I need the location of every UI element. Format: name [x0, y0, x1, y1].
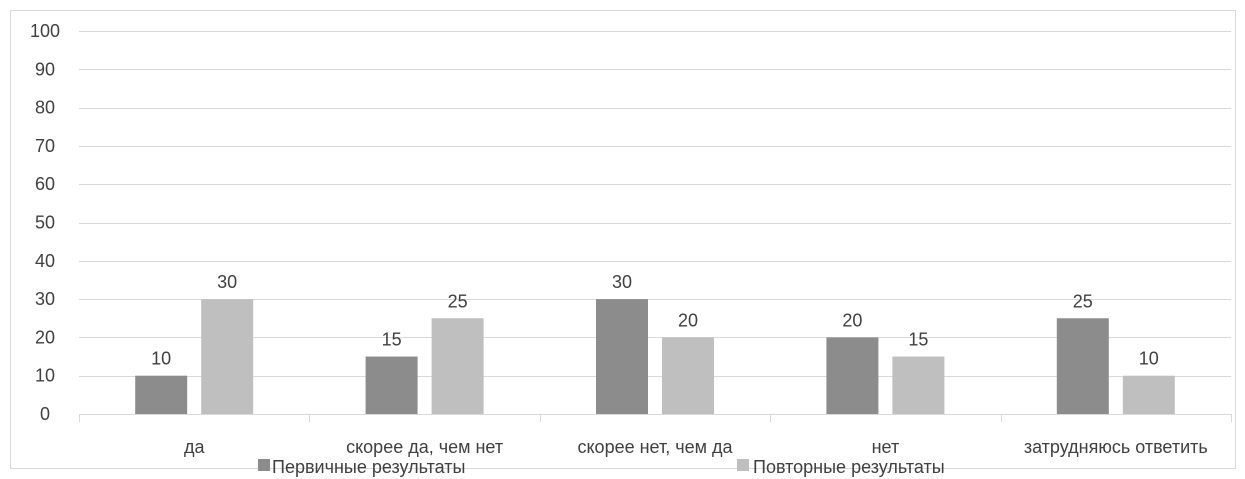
y-tick-label: 30 — [35, 289, 55, 309]
bar-primary — [365, 356, 418, 414]
legend-swatch — [737, 459, 749, 471]
y-tick-label: 80 — [35, 98, 55, 118]
y-tick-label: 10 — [35, 366, 55, 386]
gridlines — [79, 31, 1231, 377]
legend-swatch — [258, 459, 270, 471]
bar-primary — [135, 375, 188, 414]
bar-value-label: 15 — [382, 330, 402, 350]
y-tick-label: 0 — [40, 404, 50, 424]
legend-item: Повторные результаты — [737, 457, 945, 477]
bar-value-label: 25 — [1073, 291, 1093, 311]
bar-value-label: 20 — [842, 310, 862, 330]
bars — [135, 299, 1175, 414]
x-category-label: да — [184, 437, 206, 457]
legend: Первичные результаты Повторные результаты — [258, 457, 945, 477]
y-tick-label: 60 — [35, 174, 55, 194]
bar-value-label: 10 — [151, 349, 171, 369]
y-tick-label: 40 — [35, 251, 55, 271]
legend-label: Первичные результаты — [272, 457, 465, 477]
bar-value-label: 30 — [217, 272, 237, 292]
bar-repeat — [1122, 375, 1175, 414]
x-category-label: скорее нет, чем да — [577, 437, 733, 457]
bar-repeat — [892, 356, 945, 414]
x-category-label: нет — [872, 437, 900, 457]
bar-value-label: 10 — [1139, 349, 1159, 369]
y-tick-label: 70 — [35, 136, 55, 156]
bar-repeat — [431, 318, 484, 414]
x-axis: да скорее да, чем нет скорее нет, чем да не… — [79, 414, 1232, 457]
y-tick-label: 20 — [35, 327, 55, 347]
legend-label: Повторные результаты — [753, 457, 945, 477]
x-category-label: затрудняюсь ответить — [1024, 437, 1208, 457]
bar-primary — [826, 337, 879, 414]
y-tick-label: 100 — [30, 21, 60, 41]
legend-item: Первичные результаты — [258, 457, 465, 477]
data-labels: 10 30 15 25 30 20 20 15 25 10 — [151, 272, 1159, 369]
y-tick-label: 50 — [35, 213, 55, 233]
x-category-label: скорее да, чем нет — [346, 437, 503, 457]
y-axis-ticks: 0 10 20 30 40 50 60 70 80 90 100 — [30, 21, 60, 424]
bar-repeat — [662, 337, 714, 414]
bar-value-label: 15 — [908, 330, 928, 350]
bar-value-label: 25 — [448, 291, 468, 311]
y-tick-label: 90 — [35, 59, 55, 79]
bar-primary — [596, 299, 648, 414]
bar-value-label: 30 — [612, 272, 632, 292]
bar-primary — [1056, 318, 1109, 414]
bar-repeat — [201, 299, 254, 414]
chart-frame — [10, 10, 1236, 469]
bar-value-label: 20 — [678, 310, 698, 330]
